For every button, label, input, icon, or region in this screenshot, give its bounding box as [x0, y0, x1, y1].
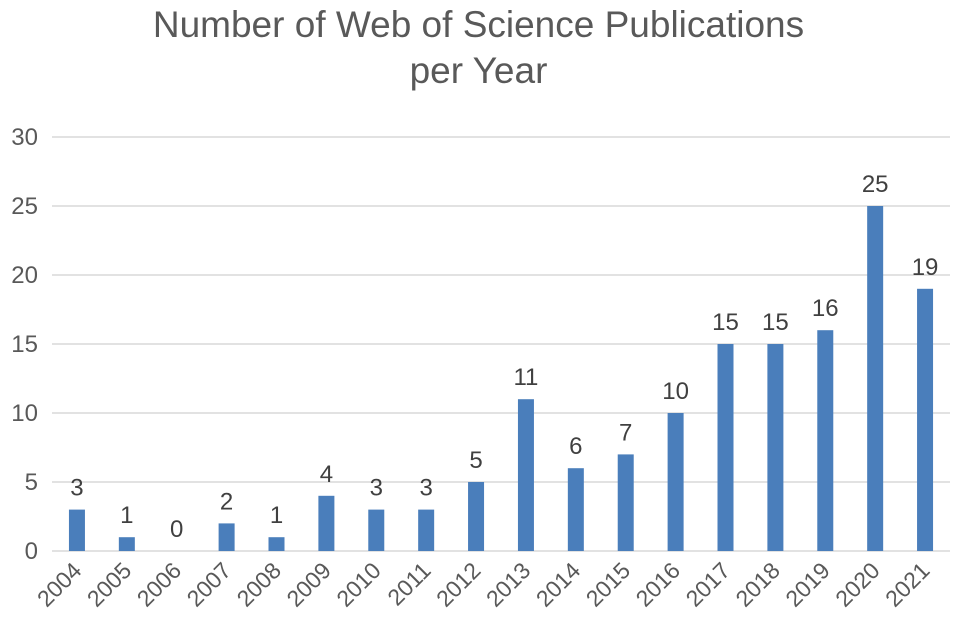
x-tick-label: 2018	[730, 557, 785, 612]
bar	[717, 344, 734, 551]
y-axis-ticks: 0 5 10 15 20 25 30	[11, 124, 38, 565]
data-label: 25	[862, 171, 889, 198]
data-label: 15	[762, 309, 789, 336]
bar	[118, 537, 135, 551]
x-tick-label: 2016	[631, 557, 686, 612]
bar	[817, 330, 834, 551]
x-tick-label: 2009	[281, 557, 336, 612]
y-tick-label: 15	[11, 331, 38, 358]
bar	[418, 509, 435, 551]
bar	[268, 537, 285, 551]
bar	[318, 495, 335, 551]
data-label: 5	[469, 447, 482, 474]
x-tick-label: 2020	[830, 557, 885, 612]
x-tick-label: 2010	[331, 557, 386, 612]
chart-title: Number of Web of Science Publications pe…	[0, 0, 957, 94]
bar	[617, 454, 634, 551]
data-label: 3	[419, 475, 432, 502]
x-tick-label: 2004	[32, 557, 87, 612]
x-tick-label: 2017	[680, 557, 735, 612]
chart-title-line-2: per Year	[409, 50, 548, 91]
chart-title-line-1: Number of Web of Science Publications	[152, 4, 805, 45]
data-label: 1	[120, 502, 133, 529]
x-tick-label: 2005	[82, 557, 137, 612]
bar	[368, 509, 385, 551]
bar	[667, 413, 684, 551]
x-tick-label: 2006	[132, 557, 187, 612]
x-tick-label: 2011	[382, 557, 435, 610]
y-tick-label: 20	[11, 262, 38, 289]
data-label: 3	[70, 475, 83, 502]
x-tick-label: 2019	[780, 557, 835, 612]
data-label: 7	[619, 419, 632, 446]
x-tick-label: 2021	[880, 557, 935, 612]
bar	[917, 288, 934, 551]
data-label: 0	[170, 516, 183, 543]
x-tick-label: 2015	[581, 557, 636, 612]
data-label: 10	[662, 378, 689, 405]
data-label: 19	[912, 254, 939, 281]
x-tick-label: 2014	[531, 557, 586, 612]
bar	[218, 523, 235, 551]
data-label: 3	[370, 475, 383, 502]
data-label: 2	[220, 488, 233, 515]
bar	[767, 344, 784, 551]
y-tick-label: 0	[25, 538, 38, 565]
x-tick-label: 2007	[182, 557, 237, 612]
bar	[567, 468, 584, 551]
y-tick-label: 5	[25, 469, 38, 496]
data-label: 1	[270, 502, 283, 529]
bars	[68, 206, 934, 551]
x-tick-label: 2013	[481, 557, 536, 612]
bar	[68, 509, 85, 551]
bar	[867, 206, 884, 551]
x-tick-label: 2012	[431, 557, 486, 612]
y-tick-label: 30	[11, 124, 38, 151]
data-label: 16	[812, 295, 839, 322]
data-label: 11	[513, 364, 538, 391]
data-label: 15	[712, 309, 739, 336]
x-tick-label: 2008	[231, 557, 286, 612]
data-label: 6	[569, 433, 582, 460]
bar	[468, 482, 485, 551]
x-axis-ticks: 2004200520062007200820092010201120122013…	[32, 557, 935, 612]
bar	[517, 399, 534, 551]
y-tick-label: 25	[11, 193, 38, 220]
gridlines	[52, 136, 950, 552]
y-tick-label: 10	[11, 400, 38, 427]
data-label: 4	[320, 461, 333, 488]
